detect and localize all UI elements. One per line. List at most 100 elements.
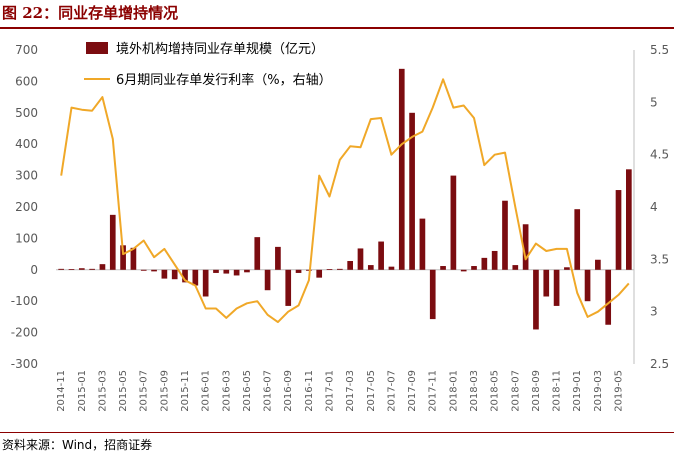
bar	[440, 266, 446, 270]
bar	[378, 241, 384, 270]
bar	[78, 268, 85, 270]
x-tick-label: 2017-03	[345, 370, 356, 412]
bar	[595, 259, 601, 270]
bar	[295, 269, 302, 273]
bar	[491, 250, 498, 270]
bar	[584, 269, 591, 302]
bar	[254, 237, 261, 270]
right-tick-label: 5.5	[650, 43, 669, 57]
x-tick-label: 2019-03	[593, 370, 604, 412]
x-tick-label: 2016-01	[201, 370, 212, 412]
left-tick-label: 300	[15, 169, 38, 183]
bar	[275, 246, 281, 270]
bar	[202, 269, 209, 297]
x-tick-label: 2015-03	[97, 370, 108, 412]
bar-series	[58, 68, 632, 330]
right-tick-label: 2.5	[650, 357, 669, 371]
x-tick-label: 2015-09	[159, 370, 170, 412]
bar	[522, 224, 529, 270]
bar	[326, 269, 333, 270]
bar	[564, 267, 570, 270]
bar	[120, 245, 126, 270]
x-tick-label: 2017-01	[325, 370, 336, 412]
left-tick-label: 400	[15, 137, 38, 151]
combo-chart: 700 600 500 400 300 200 100 0 -100 -200 -300 5.5 5 4…	[11, 42, 669, 412]
bar	[543, 269, 550, 297]
right-axis: 5.5 5 4.5 4 3.5 3 2.5	[650, 43, 669, 371]
right-tick-label: 5	[650, 95, 658, 109]
legend: 境外机构增持同业存单规模（亿元） 6月期同业存单发行利率（%，右轴）	[84, 42, 332, 88]
left-tick-label: 0	[30, 263, 38, 277]
x-tick-label: 2014-11	[56, 370, 67, 412]
legend-bar-swatch	[86, 42, 108, 54]
x-tick-label: 2016-11	[304, 370, 315, 412]
title-divider	[0, 27, 674, 29]
x-tick-label: 2017-05	[366, 370, 377, 412]
bar	[429, 269, 436, 320]
bar	[337, 268, 343, 270]
bar	[316, 269, 323, 278]
x-tick-label: 2018-09	[531, 370, 542, 412]
left-tick-label: -200	[11, 326, 38, 340]
x-tick-label: 2018-05	[490, 370, 501, 412]
bar	[357, 248, 364, 270]
left-tick-label: 100	[15, 231, 38, 245]
bar	[471, 266, 477, 270]
right-tick-label: 4.5	[650, 148, 669, 162]
right-tick-label: 3	[650, 305, 658, 319]
bar	[161, 269, 168, 279]
title-bar: 图 22：同业存单增持情况	[0, 0, 674, 24]
x-tick-label: 2016-03	[221, 370, 232, 412]
bar	[615, 190, 622, 270]
left-tick-label: 700	[15, 43, 38, 57]
bar	[481, 257, 488, 270]
legend-line-label: 6月期同业存单发行利率（%，右轴）	[116, 72, 332, 88]
footer-divider	[0, 432, 674, 433]
bar	[450, 175, 457, 270]
bar	[233, 269, 240, 276]
bar	[367, 265, 374, 270]
x-tick-label: 2018-11	[552, 370, 563, 412]
bar	[533, 269, 539, 330]
bar	[264, 269, 271, 291]
bar	[512, 265, 519, 270]
x-tick-label: 2016-05	[242, 370, 253, 412]
bar	[68, 269, 75, 270]
bar	[213, 269, 219, 273]
bar	[89, 268, 95, 270]
left-tick-label: -100	[11, 294, 38, 308]
source-note: 资料来源：Wind，招商证券	[2, 438, 153, 452]
left-tick-label: 600	[15, 74, 38, 88]
bar	[574, 209, 581, 270]
legend-bar-label: 境外机构增持同业存单规模（亿元）	[116, 42, 324, 57]
bar	[553, 269, 560, 306]
bar	[99, 264, 106, 270]
bar	[244, 269, 250, 273]
left-tick-label: 500	[15, 106, 38, 120]
left-axis: 700 600 500 400 300 200 100 0 -100 -200 -300	[11, 43, 38, 371]
bar	[109, 214, 116, 270]
x-tick-label: 2018-03	[469, 370, 480, 412]
bar	[58, 268, 64, 270]
bar	[388, 266, 395, 270]
bar	[605, 269, 612, 325]
bar	[182, 269, 188, 283]
x-tick-label: 2018-01	[448, 370, 459, 412]
right-tick-label: 4	[650, 200, 658, 214]
bar	[460, 269, 467, 272]
bar	[285, 269, 292, 306]
bar	[306, 269, 312, 271]
bar	[626, 169, 632, 270]
bar	[223, 269, 230, 274]
bar	[347, 261, 353, 270]
right-tick-label: 3.5	[650, 252, 669, 266]
bar	[398, 68, 405, 270]
left-tick-label: -300	[11, 357, 38, 371]
x-tick-label: 2015-11	[180, 370, 191, 412]
bar	[192, 269, 199, 286]
x-axis: 2014-11 2015-01 2015-03 2015-05 2015-07 2015-…	[56, 370, 624, 412]
bar	[151, 269, 157, 272]
x-tick-label: 2019-05	[614, 370, 625, 412]
x-tick-label: 2015-07	[139, 370, 150, 412]
x-tick-label: 2015-01	[77, 370, 88, 412]
